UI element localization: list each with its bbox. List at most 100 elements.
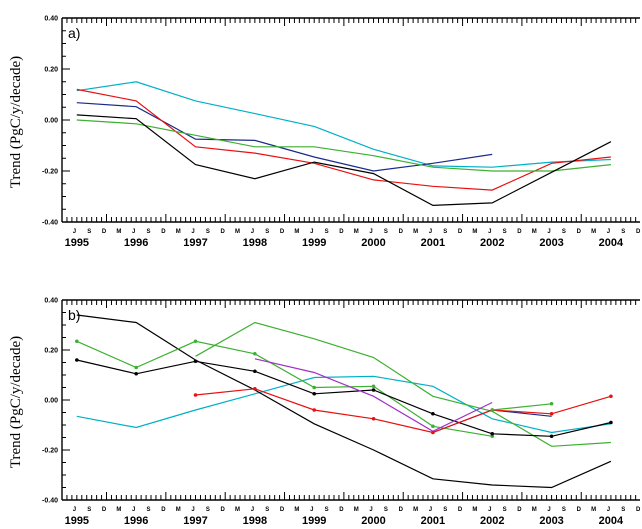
month-label: D bbox=[517, 229, 522, 235]
data-point bbox=[134, 371, 138, 376]
y-tick-label: 0.40 bbox=[44, 16, 58, 23]
month-label: D bbox=[339, 229, 344, 235]
month-label: J bbox=[547, 507, 550, 513]
y-tick-label: -0.20 bbox=[42, 448, 58, 455]
data-point bbox=[312, 385, 317, 390]
data-point bbox=[371, 384, 376, 389]
month-label: J bbox=[251, 507, 254, 513]
month-label: D bbox=[636, 507, 641, 513]
month-label: S bbox=[384, 229, 388, 235]
month-label: J bbox=[429, 229, 432, 235]
month-label: S bbox=[562, 229, 566, 235]
month-label: D bbox=[161, 507, 166, 513]
month-label: M bbox=[235, 229, 240, 235]
series-line bbox=[76, 375, 611, 434]
month-label: M bbox=[413, 229, 418, 235]
month-label: J bbox=[310, 507, 313, 513]
month-label: J bbox=[191, 229, 194, 235]
y-tick-label: 0.40 bbox=[44, 298, 58, 305]
data-point bbox=[371, 416, 376, 421]
year-label: 1998 bbox=[243, 515, 267, 527]
month-label: M bbox=[591, 229, 596, 235]
year-label: 1997 bbox=[183, 515, 207, 527]
data-point bbox=[312, 408, 317, 412]
month-label: D bbox=[399, 229, 404, 235]
month-label: M bbox=[294, 229, 299, 235]
y-tick-label: -0.40 bbox=[42, 220, 58, 227]
month-label: M bbox=[116, 229, 121, 235]
month-label: J bbox=[607, 229, 610, 235]
month-label: M bbox=[354, 507, 359, 513]
year-label: 2002 bbox=[480, 515, 504, 527]
month-label: D bbox=[221, 229, 226, 235]
month-label: M bbox=[294, 507, 299, 513]
year-label: 1995 bbox=[65, 237, 89, 249]
data-point bbox=[193, 393, 198, 397]
data-point bbox=[490, 431, 495, 436]
month-label: J bbox=[251, 229, 254, 235]
data-point bbox=[253, 351, 257, 356]
year-label: 2003 bbox=[539, 237, 563, 249]
data-point bbox=[193, 339, 198, 344]
month-label: M bbox=[413, 507, 418, 513]
month-label: M bbox=[116, 507, 121, 513]
month-label: D bbox=[458, 229, 463, 235]
month-label: S bbox=[206, 507, 210, 513]
month-label: D bbox=[399, 507, 404, 513]
month-label: M bbox=[591, 507, 596, 513]
month-label: S bbox=[562, 507, 566, 513]
month-label: J bbox=[607, 507, 610, 513]
month-label: S bbox=[384, 507, 388, 513]
month-label: J bbox=[132, 229, 135, 235]
year-label: 2001 bbox=[421, 515, 445, 527]
month-label: M bbox=[532, 507, 537, 513]
panel-label: a) bbox=[68, 25, 80, 41]
month-label: D bbox=[458, 507, 463, 513]
year-label: 2001 bbox=[421, 237, 445, 249]
data-point bbox=[253, 386, 257, 391]
series-line bbox=[76, 119, 611, 172]
month-label: S bbox=[87, 229, 91, 235]
month-label: S bbox=[621, 229, 625, 235]
month-label: D bbox=[636, 229, 641, 235]
data-point bbox=[609, 420, 613, 425]
month-label: J bbox=[310, 229, 313, 235]
series-line bbox=[492, 403, 552, 411]
month-label: S bbox=[325, 507, 329, 513]
month-label: J bbox=[369, 507, 372, 513]
year-label: 2004 bbox=[599, 237, 624, 249]
data-point bbox=[609, 394, 613, 399]
y-tick-label: 0.20 bbox=[44, 348, 58, 355]
month-label: M bbox=[176, 229, 181, 235]
month-label: S bbox=[443, 507, 447, 513]
month-label: M bbox=[532, 229, 537, 235]
month-label: S bbox=[265, 507, 269, 513]
y-tick-label: 0.20 bbox=[44, 67, 58, 74]
month-label: M bbox=[354, 229, 359, 235]
data-point bbox=[312, 391, 317, 396]
data-point bbox=[490, 408, 495, 412]
month-label: S bbox=[621, 507, 625, 513]
data-point bbox=[549, 401, 554, 406]
month-label: M bbox=[472, 229, 477, 235]
data-point bbox=[431, 411, 435, 416]
y-tick-label: -0.20 bbox=[42, 169, 58, 176]
year-label: 1996 bbox=[124, 515, 148, 527]
month-label: S bbox=[443, 229, 447, 235]
month-label: D bbox=[161, 229, 166, 235]
month-label: J bbox=[429, 507, 432, 513]
year-label: 1996 bbox=[124, 237, 148, 249]
y-axis-label: Trend (PgC/y/decade) bbox=[8, 336, 24, 468]
month-label: S bbox=[206, 229, 210, 235]
month-label: J bbox=[488, 229, 491, 235]
series-line bbox=[76, 114, 612, 207]
data-point bbox=[549, 411, 554, 416]
data-point bbox=[431, 424, 435, 429]
data-point bbox=[75, 339, 79, 344]
month-label: S bbox=[147, 507, 151, 513]
series-line bbox=[76, 314, 612, 489]
month-label: S bbox=[147, 229, 151, 235]
series-line bbox=[195, 388, 612, 434]
month-label: D bbox=[577, 229, 582, 235]
year-label: 2002 bbox=[480, 237, 504, 249]
